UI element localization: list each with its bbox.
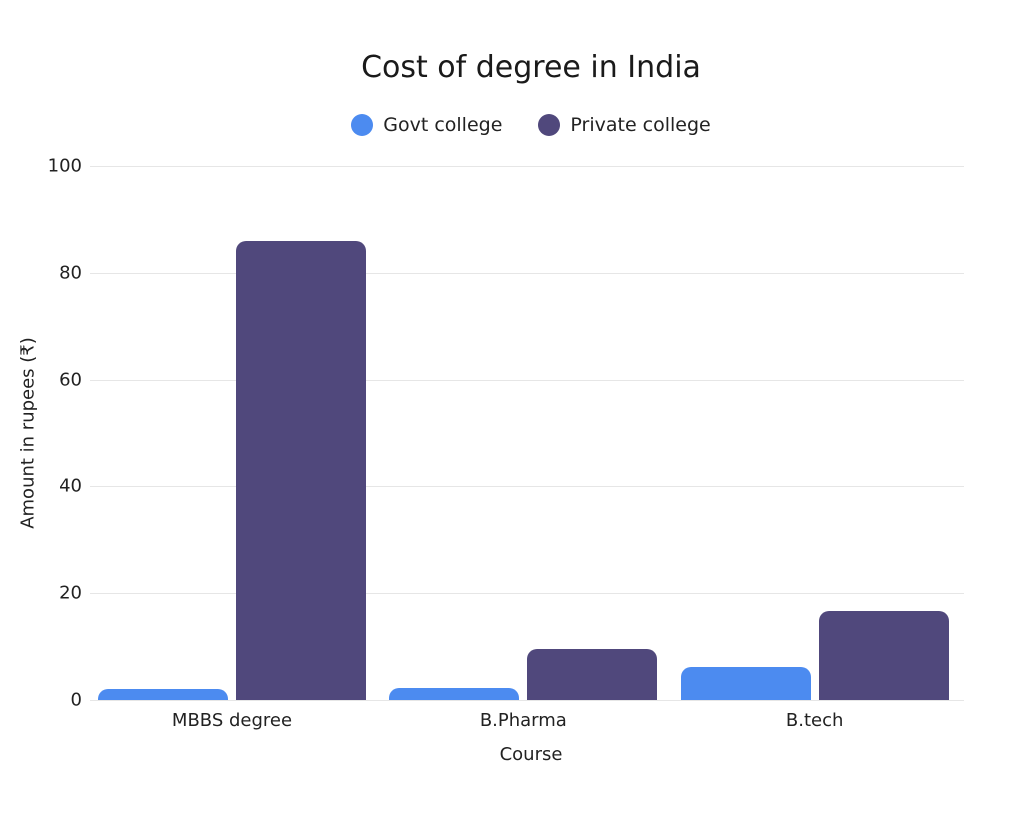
- gridline: [90, 272, 964, 274]
- x-axis-label: Course: [499, 744, 563, 765]
- bar-govt[interactable]: [98, 689, 228, 700]
- legend-item-govt[interactable]: Govt college: [351, 114, 502, 136]
- x-tick-label: B.tech: [785, 710, 844, 731]
- gridline: [90, 486, 964, 488]
- gridline: [90, 593, 964, 595]
- y-axis-label: Amount in rupees (₹): [17, 337, 39, 529]
- y-tick-label: 80: [59, 262, 82, 284]
- bar-govt[interactable]: [389, 688, 520, 700]
- legend-dot-icon: [538, 114, 561, 136]
- y-tick-label: 100: [47, 155, 82, 177]
- bar-private[interactable]: [818, 610, 949, 700]
- x-tick-label: MBBS degree: [171, 710, 293, 731]
- gridline: [90, 700, 964, 701]
- bar-private[interactable]: [236, 240, 366, 700]
- y-tick-label: 20: [59, 582, 82, 604]
- y-tick-label: 60: [59, 369, 82, 391]
- x-tick-label: B.Pharma: [479, 710, 567, 731]
- legend-item-private[interactable]: Private college: [538, 114, 711, 136]
- legend-dot-icon: [351, 114, 374, 136]
- legend-label: Govt college: [383, 114, 503, 136]
- gridline: [90, 379, 964, 381]
- y-tick-label: 0: [70, 689, 82, 711]
- y-tick-label: 40: [59, 475, 82, 497]
- gridline: [90, 166, 964, 167]
- bar-private[interactable]: [527, 649, 658, 700]
- legend-label: Private college: [570, 114, 711, 136]
- chart-title: Cost of degree in India: [361, 50, 701, 85]
- bar-govt[interactable]: [680, 666, 811, 700]
- plot-area: 0 20 40 60 80 100: [48, 156, 964, 711]
- legend: Govt college Private college: [0, 114, 1024, 136]
